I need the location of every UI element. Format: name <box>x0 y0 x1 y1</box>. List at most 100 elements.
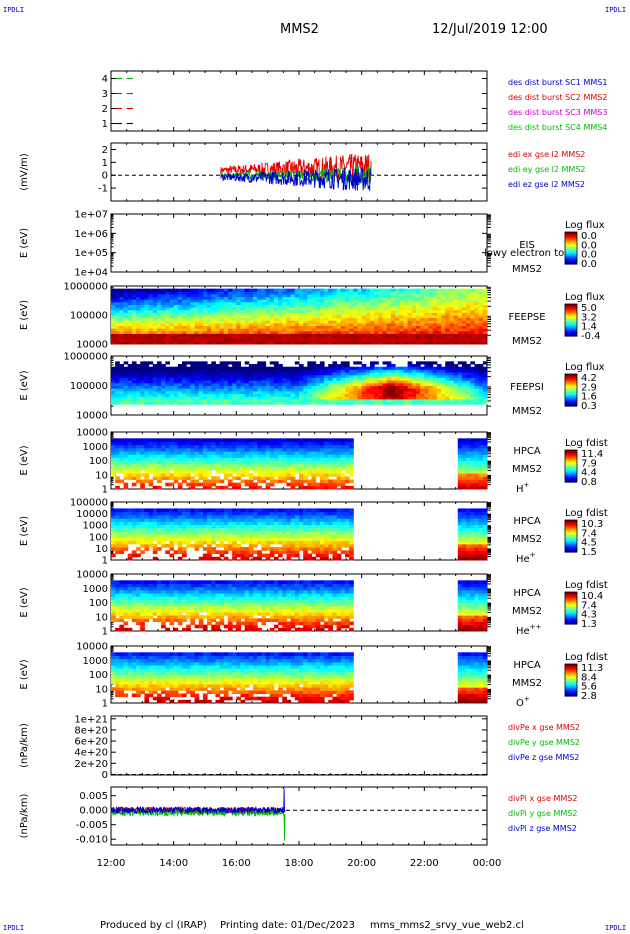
spectrogram-cell <box>319 341 325 345</box>
spectrogram-cell <box>344 328 350 332</box>
eis-product-label: lowy electron to <box>484 248 564 259</box>
spectrogram-cell <box>311 336 317 340</box>
spectrogram-cell <box>299 307 304 311</box>
spectrogram-cell <box>315 322 321 327</box>
spectrogram-cell <box>186 374 191 378</box>
spectrogram-cell <box>127 396 133 400</box>
spectrogram-cell <box>411 372 417 376</box>
spectrogram-cell <box>186 320 191 324</box>
spectrogram-cell <box>466 307 471 311</box>
spectrogram-cell <box>466 473 471 477</box>
spectrogram-cell <box>349 374 354 378</box>
colorbar-cell <box>565 374 577 376</box>
y-axis-label: E (eV) <box>19 445 30 475</box>
spectrogram-cell <box>182 320 187 324</box>
spectrogram-cell <box>357 380 363 384</box>
spectrogram-cell <box>232 388 237 392</box>
spectrogram-cell <box>466 293 471 298</box>
spectrogram-cell <box>278 457 283 461</box>
spectrogram-cell <box>349 438 354 442</box>
spectrogram-cell <box>470 444 475 449</box>
colorbar-cell <box>565 392 577 394</box>
spectrogram-cell <box>148 457 154 461</box>
spectrogram-cell <box>332 366 338 370</box>
spectrogram-cell <box>386 304 392 308</box>
spectrogram-cell <box>211 382 216 386</box>
spectrogram-cell <box>240 296 246 300</box>
spectrogram-cell <box>123 315 129 319</box>
spectrogram-cell <box>424 401 430 405</box>
spectrogram-cell <box>269 333 275 337</box>
spectrogram-cell <box>198 301 204 305</box>
spectrogram-cell <box>382 338 388 342</box>
spectrogram-cell <box>140 369 145 373</box>
spectrogram-cell <box>232 288 237 292</box>
spectrogram-cell <box>420 366 425 370</box>
spectrogram-cell <box>340 479 346 484</box>
spectrogram-cell <box>269 473 275 477</box>
spectrogram-cell <box>227 307 233 311</box>
spectrogram-cell <box>190 377 196 381</box>
spectrogram-cell <box>399 307 404 311</box>
spectrogram-cell <box>319 460 325 465</box>
spectrogram-cell <box>227 447 233 452</box>
spectrogram-cell <box>136 388 141 392</box>
spectrogram-cell <box>253 338 258 342</box>
spectrogram-cell <box>324 317 329 321</box>
spectrogram-cell <box>152 470 158 474</box>
spectrogram-cell <box>240 385 246 389</box>
spectrogram-cell <box>482 466 488 471</box>
spectrogram-cell <box>207 454 212 458</box>
spectrogram-cell <box>411 382 417 386</box>
spectrogram-cell <box>319 288 325 292</box>
spectrogram-cell <box>282 463 287 468</box>
spectrogram-cell <box>119 320 125 324</box>
spectrogram-cell <box>257 479 262 484</box>
spectrogram-cell <box>324 374 329 378</box>
spectrogram-cell <box>319 366 325 370</box>
spectrogram-cell <box>407 301 413 305</box>
spectrogram-cell <box>194 466 200 471</box>
y-tick-label: 2 <box>102 104 108 115</box>
spectrogram-cell <box>111 291 116 295</box>
spectrogram-cell <box>261 301 267 305</box>
spectrogram-cell <box>202 293 208 298</box>
spectrogram-cell <box>311 372 317 376</box>
spectrogram-cell <box>131 320 137 324</box>
spectrogram-cell <box>290 338 296 342</box>
spectrogram-cell <box>169 393 175 397</box>
colorbar-cell <box>565 248 577 250</box>
spectrogram-cell <box>407 366 413 370</box>
spectrogram-cell <box>336 307 342 311</box>
spectrogram-cell <box>395 374 400 378</box>
spectrogram-cell <box>299 444 304 449</box>
spectrogram-cell <box>173 291 179 295</box>
spectrogram-cell <box>395 380 400 384</box>
spectrogram-cell <box>115 451 120 455</box>
spectrogram-cell <box>445 304 450 308</box>
spectrogram-cell <box>294 322 300 327</box>
colorbar-cell <box>565 236 577 238</box>
spectrogram-cell <box>227 398 233 403</box>
spectrogram-cell <box>186 333 191 337</box>
spectrogram-cell <box>328 447 333 452</box>
spectrogram-cell <box>186 473 191 477</box>
spectrogram-cell <box>177 390 183 395</box>
spectrogram-cell <box>365 377 371 381</box>
spectrogram-cell <box>374 291 379 295</box>
spectrogram-cell <box>449 322 455 327</box>
spectrogram-cell <box>161 364 166 368</box>
spectrogram-cell <box>399 325 404 329</box>
spectrogram-cell <box>169 473 175 477</box>
spectrogram-cell <box>207 333 212 337</box>
spectrogram-cell <box>395 315 400 319</box>
spectrogram-cell <box>286 454 292 458</box>
colorbar-cell <box>565 460 577 462</box>
spectrogram-cell <box>227 466 233 471</box>
spectrogram-cell <box>198 296 204 300</box>
spectrogram-cell <box>182 288 187 292</box>
spectrogram-cell <box>370 307 375 311</box>
spectrogram-cell <box>332 320 338 324</box>
spectrogram-cell <box>111 451 116 455</box>
spectrogram-cell <box>328 457 333 461</box>
